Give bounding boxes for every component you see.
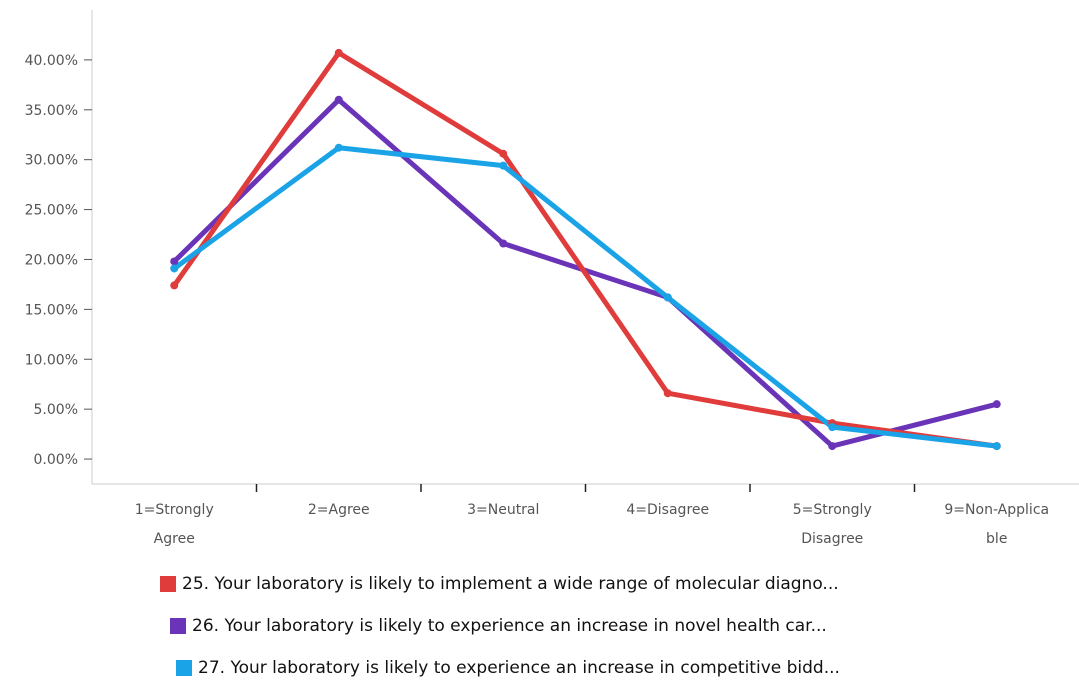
data-point-series-25 (170, 281, 179, 290)
legend-label-series-25: 25. Your laboratory is likely to impleme… (182, 574, 839, 594)
data-point-series-27 (499, 161, 508, 170)
line-chart: 0.00% 5.00% 10.00% 15.00% 20.00% 25.00% 30.00%… (25, 10, 1079, 547)
legend-swatch-series-25 (160, 576, 176, 592)
x-tick-label: 2=Agree (308, 502, 370, 518)
x-tick-label: 3=Neutral (467, 502, 539, 518)
series-lines (171, 50, 1000, 449)
series-line-25 (171, 50, 1000, 449)
legend-swatch-series-27 (176, 660, 192, 676)
data-point-series-26 (992, 400, 1001, 409)
data-point-series-25 (334, 48, 343, 57)
data-point-series-26 (170, 257, 179, 266)
series-line-27 (171, 145, 1000, 449)
legend-item-series-25[interactable]: 25. Your laboratory is likely to impleme… (160, 574, 839, 594)
legend-item-series-26[interactable]: 26. Your laboratory is likely to experie… (170, 616, 827, 636)
data-point-series-26 (334, 95, 343, 104)
chart-area: 0.00% 5.00% 10.00% 15.00% 20.00% 25.00% 30.00%… (25, 10, 1079, 547)
data-point-series-26 (499, 239, 508, 248)
y-tick-label: 20.00% (25, 252, 78, 268)
data-point-series-25 (663, 389, 672, 398)
data-point-series-25 (499, 149, 508, 158)
data-point-series-26 (828, 442, 837, 451)
y-tick-label: 0.00% (34, 452, 78, 468)
y-axis-tick-labels: 0.00% 5.00% 10.00% 15.00% 20.00% 25.00% 30.00%… (25, 53, 78, 468)
data-point-series-27 (992, 442, 1001, 451)
y-tick-label: 25.00% (25, 203, 78, 219)
legend-label-series-27: 27. Your laboratory is likely to experie… (198, 658, 840, 678)
axes (84, 10, 1079, 492)
data-point-series-27 (334, 143, 343, 152)
y-tick-label: 15.00% (25, 302, 78, 318)
x-tick-label: 9=Non-Applica ble (944, 502, 1049, 547)
x-tick-label: 4=Disagree (626, 502, 709, 518)
y-tick-label: 30.00% (25, 153, 78, 169)
x-axis-tick-labels: 1=Strongly Agree 2=Agree 3=Neutral 4=Disagre… (135, 502, 1049, 547)
x-tick-label: 5=Strongly Disagree (793, 502, 872, 547)
series-points (170, 48, 1001, 451)
data-point-series-27 (170, 264, 179, 273)
legend-swatch-series-26 (170, 618, 186, 634)
data-point-series-27 (828, 423, 837, 432)
y-tick-label: 5.00% (34, 402, 78, 418)
y-tick-label: 40.00% (25, 53, 78, 69)
y-tick-label: 10.00% (25, 352, 78, 368)
legend-label-series-26: 26. Your laboratory is likely to experie… (192, 616, 827, 636)
legend-item-series-27[interactable]: 27. Your laboratory is likely to experie… (176, 658, 840, 678)
x-tick-label: 1=Strongly Agree (135, 502, 214, 547)
data-point-series-27 (663, 293, 672, 302)
y-tick-label: 35.00% (25, 103, 78, 119)
